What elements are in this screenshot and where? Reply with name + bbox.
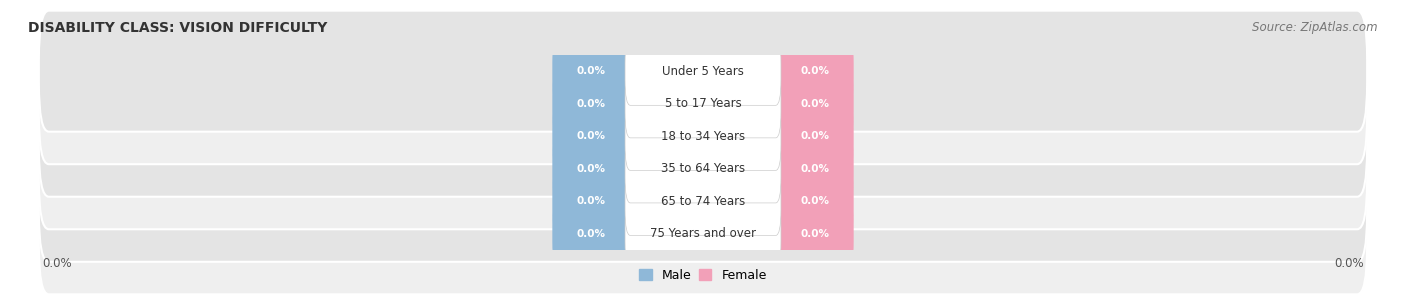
FancyBboxPatch shape [39,108,1367,229]
FancyBboxPatch shape [39,43,1367,164]
FancyBboxPatch shape [39,141,1367,262]
FancyBboxPatch shape [553,37,628,105]
Legend: Male, Female: Male, Female [634,264,772,287]
Text: 0.0%: 0.0% [1334,257,1364,270]
Text: 0.0%: 0.0% [42,257,72,270]
FancyBboxPatch shape [778,70,853,138]
Text: 5 to 17 Years: 5 to 17 Years [665,97,741,110]
FancyBboxPatch shape [626,37,780,105]
FancyBboxPatch shape [778,200,853,268]
FancyBboxPatch shape [553,167,628,235]
FancyBboxPatch shape [626,102,780,170]
FancyBboxPatch shape [553,135,628,203]
FancyBboxPatch shape [778,167,853,235]
FancyBboxPatch shape [553,102,628,170]
Text: Source: ZipAtlas.com: Source: ZipAtlas.com [1253,21,1378,34]
Text: 35 to 64 Years: 35 to 64 Years [661,162,745,175]
FancyBboxPatch shape [626,167,780,235]
FancyBboxPatch shape [626,70,780,138]
Text: 0.0%: 0.0% [576,229,605,239]
Text: Under 5 Years: Under 5 Years [662,65,744,78]
FancyBboxPatch shape [626,200,780,268]
Text: 65 to 74 Years: 65 to 74 Years [661,195,745,208]
FancyBboxPatch shape [778,102,853,170]
FancyBboxPatch shape [553,200,628,268]
FancyBboxPatch shape [39,76,1367,197]
Text: 0.0%: 0.0% [801,164,830,174]
FancyBboxPatch shape [39,11,1367,132]
Text: 0.0%: 0.0% [576,196,605,206]
Text: 0.0%: 0.0% [801,196,830,206]
Text: DISABILITY CLASS: VISION DIFFICULTY: DISABILITY CLASS: VISION DIFFICULTY [28,21,328,35]
Text: 0.0%: 0.0% [576,131,605,141]
FancyBboxPatch shape [778,37,853,105]
Text: 75 Years and over: 75 Years and over [650,227,756,240]
Text: 0.0%: 0.0% [576,99,605,109]
FancyBboxPatch shape [778,135,853,203]
FancyBboxPatch shape [39,173,1367,294]
Text: 0.0%: 0.0% [576,164,605,174]
Text: 0.0%: 0.0% [801,131,830,141]
Text: 0.0%: 0.0% [801,66,830,76]
FancyBboxPatch shape [553,70,628,138]
FancyBboxPatch shape [626,135,780,203]
Text: 18 to 34 Years: 18 to 34 Years [661,130,745,143]
Text: 0.0%: 0.0% [801,99,830,109]
Text: 0.0%: 0.0% [576,66,605,76]
Text: 0.0%: 0.0% [801,229,830,239]
